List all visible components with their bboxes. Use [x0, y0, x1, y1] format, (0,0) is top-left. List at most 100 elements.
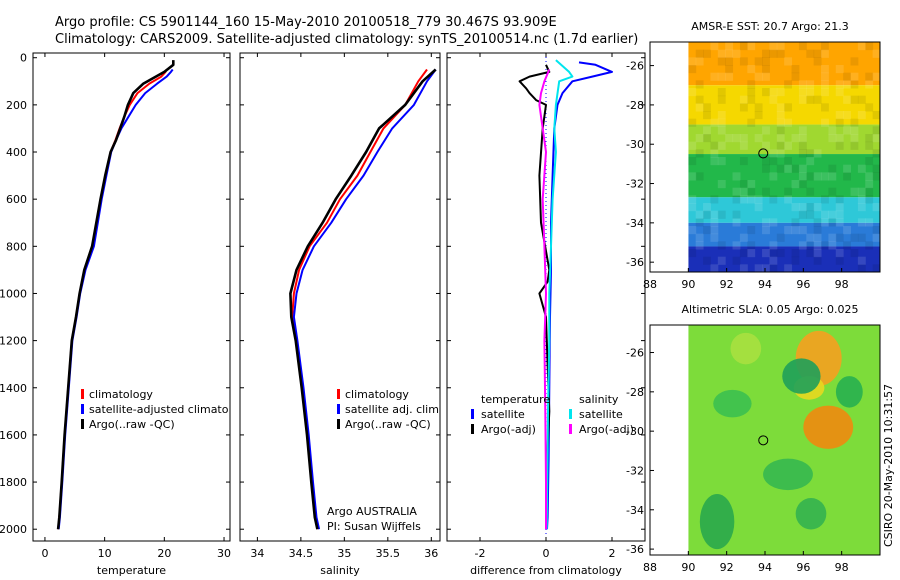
map-cell [695, 134, 704, 143]
map-cell [835, 88, 844, 97]
map-cell [850, 233, 859, 242]
map-cell [776, 233, 785, 242]
map-cell [703, 111, 711, 120]
map-cell [865, 241, 874, 250]
y-tick-label: 1000 [0, 287, 27, 300]
map-cell [695, 80, 704, 89]
map-cell [776, 126, 785, 135]
map-cell [739, 57, 748, 66]
map-cell [798, 203, 807, 212]
legend-group-title: temperature [481, 393, 550, 406]
map-cell [688, 249, 697, 258]
argo-position-marker [758, 435, 769, 446]
map-cell [813, 256, 822, 265]
map-cell [717, 157, 726, 166]
map-cell [813, 249, 822, 258]
map-cell [703, 256, 711, 265]
map-cell [776, 111, 785, 120]
map-cell [865, 195, 874, 204]
map-cell [784, 118, 793, 127]
legend-label: Argo(..raw -QC) [345, 418, 431, 431]
map-cell [739, 180, 748, 189]
map-cell [806, 187, 815, 196]
legend-label: climatology [89, 388, 153, 401]
x-tick-label: 88 [643, 278, 657, 291]
map-cell [806, 233, 815, 242]
map-cell [821, 218, 829, 227]
map-cell [865, 157, 874, 166]
map-cell [865, 80, 874, 89]
map-cell [835, 111, 844, 120]
map-cell [828, 187, 837, 196]
map-cell [850, 134, 859, 143]
map-cell [769, 149, 778, 158]
legend-swatch [337, 404, 340, 414]
map-cell [739, 195, 748, 204]
map-cell [791, 65, 800, 74]
y-tick-label: -28 [626, 99, 644, 112]
map-cell [784, 226, 793, 235]
y-tick-label: -30 [626, 138, 644, 151]
map-cell [762, 57, 770, 66]
map-cell [850, 141, 859, 150]
map-cell [695, 103, 704, 112]
x-tick-label: 94 [758, 561, 772, 574]
legend-swatch [569, 409, 572, 419]
map-cell [813, 241, 822, 250]
y-tick-label: -32 [626, 178, 644, 191]
map-cell [717, 95, 726, 104]
x-tick-label: 2 [609, 547, 616, 560]
map-blob [803, 405, 854, 449]
map-cell [821, 172, 829, 181]
map-cell [717, 111, 726, 120]
x-tick-label: 92 [720, 278, 734, 291]
sst-map-panel: 88 90 92 94 96 98 -26 -28 -30 -32 -34 -36 AMSR-E SST… [626, 20, 881, 291]
map-cell [806, 80, 815, 89]
map-cell [813, 226, 822, 235]
series-line [545, 59, 574, 530]
map-band [688, 124, 880, 155]
map-cell [821, 80, 829, 89]
map-cell [769, 157, 778, 166]
map-cell [695, 210, 704, 219]
map-cell [710, 233, 719, 242]
legend-label: satellite [579, 408, 623, 421]
argo-position-marker [758, 148, 769, 159]
map-cell [821, 72, 829, 81]
map-cell [843, 226, 852, 235]
y-tick-label: -36 [626, 256, 644, 269]
map-cell [828, 210, 837, 219]
map-cell [857, 256, 866, 265]
plot-frame [239, 52, 441, 542]
x-tick-label: 0 [41, 547, 48, 560]
map-cell [754, 203, 763, 212]
map-cell [798, 241, 807, 250]
side-timestamp: CSIRO 20-May-2010 10:31:57 [882, 384, 895, 547]
map-cell [747, 65, 756, 74]
map-cell [754, 111, 763, 120]
map-cell [821, 210, 829, 219]
y-tick-label: 2000 [0, 523, 27, 536]
legend-label: Argo(-adj) [481, 423, 536, 436]
map-cell [813, 233, 822, 242]
map-cell [695, 49, 704, 58]
map-cell [872, 226, 880, 235]
map-cell [710, 141, 719, 150]
map-cell [732, 256, 741, 265]
map-cell [784, 57, 793, 66]
y-tick-label: 1600 [0, 429, 27, 442]
map-cell [806, 149, 815, 158]
map-cell [798, 126, 807, 135]
map-band [688, 154, 880, 198]
map-cell [821, 88, 829, 97]
map-cell [806, 249, 815, 258]
map-cell [843, 126, 852, 135]
map-cell [784, 164, 793, 173]
legend-swatch [337, 419, 340, 429]
map-cell [695, 241, 704, 250]
map-cell [762, 49, 770, 58]
map-blob [835, 376, 863, 408]
map-cell [739, 233, 748, 242]
map-cell [813, 95, 822, 104]
